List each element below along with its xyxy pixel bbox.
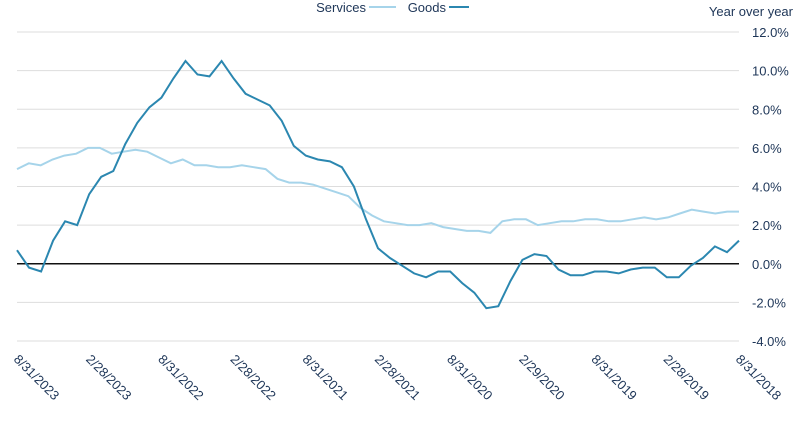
series-line-services (16, 146, 739, 234)
x-tick-label: 8/31/2021 (300, 352, 352, 404)
y-tick-label: 4.0% (752, 180, 782, 195)
x-tick-label: 2/28/2023 (83, 352, 135, 404)
x-tick-label: 2/28/2022 (227, 352, 279, 404)
y-tick-label: 6.0% (752, 141, 782, 156)
y-axis-title: Year over year (709, 4, 794, 19)
y-tick-label: -4.0% (752, 334, 786, 349)
y-tick-label: 10.0% (752, 64, 789, 79)
series-line-goods (16, 59, 740, 310)
x-tick-label: 8/31/2022 (155, 352, 207, 404)
y-tick-label: 8.0% (752, 102, 782, 117)
x-tick-label: 8/31/2020 (444, 352, 496, 404)
x-tick-label: 8/31/2019 (588, 352, 640, 404)
y-tick-label: 12.0% (752, 25, 789, 40)
x-tick-label: 8/31/2018 (733, 352, 785, 404)
legend-label-services: Services (316, 0, 366, 15)
x-tick-label: 2/28/2021 (372, 352, 424, 404)
legend-label-goods: Goods (408, 0, 447, 15)
y-tick-label: 0.0% (752, 257, 782, 272)
x-tick-label: 2/29/2020 (516, 352, 568, 404)
x-tick-labels: 8/31/2023 2/28/2023 8/31/2022 2/28/2022 8/31… (11, 352, 785, 404)
x-tick-label: 2/28/2019 (661, 352, 713, 404)
x-tick-label: 8/31/2023 (11, 352, 63, 404)
legend: Goods Services (316, 0, 469, 15)
y-tick-label: 2.0% (752, 218, 782, 233)
y-tick-labels: -4.0% -2.0% 0.0% 2.0% 4.0% 6.0% 8.0% 10.0% 12.0% (752, 25, 789, 349)
gridlines (17, 31, 739, 342)
y-tick-label: -2.0% (752, 295, 786, 310)
